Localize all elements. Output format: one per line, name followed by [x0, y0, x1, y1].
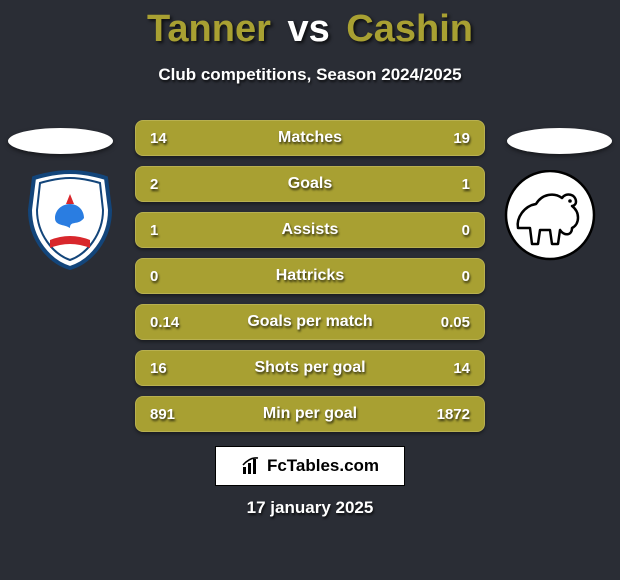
stat-row: 1 Assists 0 [135, 212, 485, 248]
logo-text: FcTables.com [267, 456, 379, 476]
stat-left-value: 2 [150, 176, 158, 193]
stat-row: 0.14 Goals per match 0.05 [135, 304, 485, 340]
date-text: 17 january 2025 [0, 498, 620, 518]
stat-row: 891 Min per goal 1872 [135, 396, 485, 432]
stat-label: Goals per match [136, 313, 484, 331]
stat-row: 14 Matches 19 [135, 120, 485, 156]
stat-label: Min per goal [136, 405, 484, 423]
stat-row: 2 Goals 1 [135, 166, 485, 202]
stat-right-value: 1872 [437, 406, 470, 423]
fctables-logo: FcTables.com [215, 446, 405, 486]
bar-chart-icon [241, 455, 263, 477]
stat-right-value: 0 [462, 268, 470, 285]
stat-right-value: 1 [462, 176, 470, 193]
player2-name: Cashin [346, 8, 473, 50]
stats-container: 14 Matches 19 2 Goals 1 1 Assists 0 0 Ha… [135, 120, 485, 442]
player1-halo [8, 128, 113, 154]
vs-text: vs [287, 8, 329, 50]
stat-left-value: 0 [150, 268, 158, 285]
stat-right-value: 0 [462, 222, 470, 239]
stat-label: Goals [136, 175, 484, 193]
player1-name: Tanner [147, 8, 271, 50]
stat-row: 0 Hattricks 0 [135, 258, 485, 294]
stat-left-value: 1 [150, 222, 158, 239]
cardiff-city-crest [20, 170, 120, 270]
stat-label: Assists [136, 221, 484, 239]
club-crest-icon [500, 170, 600, 270]
comparison-title: Tanner vs Cashin [0, 0, 620, 51]
stat-label: Matches [136, 129, 484, 147]
stat-left-value: 14 [150, 130, 167, 147]
stat-label: Hattricks [136, 267, 484, 285]
player2-halo [507, 128, 612, 154]
stat-left-value: 16 [150, 360, 167, 377]
stat-label: Shots per goal [136, 359, 484, 377]
stat-left-value: 891 [150, 406, 175, 423]
stat-right-value: 0.05 [441, 314, 470, 331]
stat-row: 16 Shots per goal 14 [135, 350, 485, 386]
stat-right-value: 14 [453, 360, 470, 377]
stat-right-value: 19 [453, 130, 470, 147]
club-crest-icon [20, 170, 120, 270]
stat-left-value: 0.14 [150, 314, 179, 331]
subtitle: Club competitions, Season 2024/2025 [0, 65, 620, 85]
derby-county-crest [500, 170, 600, 270]
